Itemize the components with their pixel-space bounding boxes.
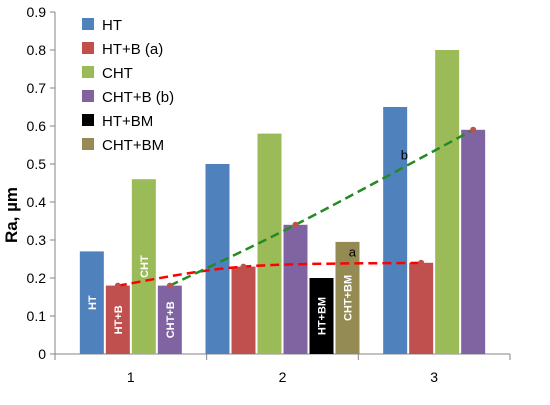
bar-inner-label: CHT+B	[165, 301, 177, 338]
bar	[283, 224, 308, 354]
bar	[231, 266, 256, 354]
legend-label: CHT	[102, 65, 133, 82]
legend-swatch	[82, 18, 94, 30]
bar	[435, 50, 460, 354]
trendline-point	[240, 263, 247, 270]
legend-label: HT+B (a)	[102, 41, 163, 58]
y-tick-label: 0.6	[27, 118, 47, 134]
y-tick-label: 0.1	[27, 308, 47, 324]
bar	[257, 133, 282, 354]
trendline-point	[292, 221, 299, 228]
y-tick-label: 0	[38, 346, 46, 362]
trendline-label: b	[401, 147, 408, 162]
bar	[461, 129, 486, 354]
bar	[309, 278, 334, 354]
y-tick-label: 0.4	[27, 194, 47, 210]
x-tick-label: 2	[279, 369, 287, 385]
legend-label: CHT+BM	[102, 137, 164, 154]
bar-inner-label: HT+BM	[317, 297, 329, 335]
legend-swatch	[82, 66, 94, 78]
y-axis-label: Ra, µm	[2, 187, 21, 243]
y-tick-label: 0.2	[27, 270, 47, 286]
bar	[383, 107, 408, 354]
legend-swatch	[82, 42, 94, 54]
bar	[105, 285, 130, 354]
x-tick-label: 3	[430, 369, 438, 385]
trendline-point	[418, 259, 425, 266]
trendline-label: a	[349, 245, 357, 260]
y-tick-label: 0.5	[27, 156, 47, 172]
trendline-point	[470, 126, 477, 133]
legend-label: HT+BM	[102, 113, 153, 130]
legend-swatch	[82, 114, 94, 126]
trendline-point	[166, 282, 173, 289]
bars: HT HT+B CHT CHT+B HT+BM CHT+BM	[79, 50, 486, 354]
bar	[131, 179, 156, 354]
bar-inner-label: HT+B	[113, 305, 125, 334]
y-tick-label: 0.3	[27, 232, 47, 248]
trendline-point	[114, 282, 121, 289]
y-tick-label: 0.8	[27, 42, 47, 58]
trendlines: ab	[114, 126, 477, 289]
bar	[157, 285, 182, 354]
trendline-b	[169, 128, 474, 287]
legend-swatch	[82, 138, 94, 150]
bar	[409, 262, 434, 354]
x-tick-label: 1	[127, 369, 135, 385]
axes: 0 0.1 0.2 0.3 0.4 0.5 0.6 0.7 0.8 0.9 1 2 3	[27, 4, 511, 385]
bar-inner-label: CHT+BM	[343, 275, 355, 321]
legend-swatch	[82, 90, 94, 102]
y-tick-label: 0.7	[27, 80, 47, 96]
legend: HT HT+B (a) CHT CHT+B (b) HT+BM CHT+BM	[82, 17, 174, 154]
legend-label: HT	[102, 17, 122, 34]
bar	[335, 241, 360, 354]
bar-inner-label: HT	[87, 295, 99, 310]
y-tick-label: 0.9	[27, 4, 47, 20]
bar	[79, 251, 104, 354]
legend-label: CHT+B (b)	[102, 89, 174, 106]
bar-inner-label: CHT	[139, 255, 151, 278]
